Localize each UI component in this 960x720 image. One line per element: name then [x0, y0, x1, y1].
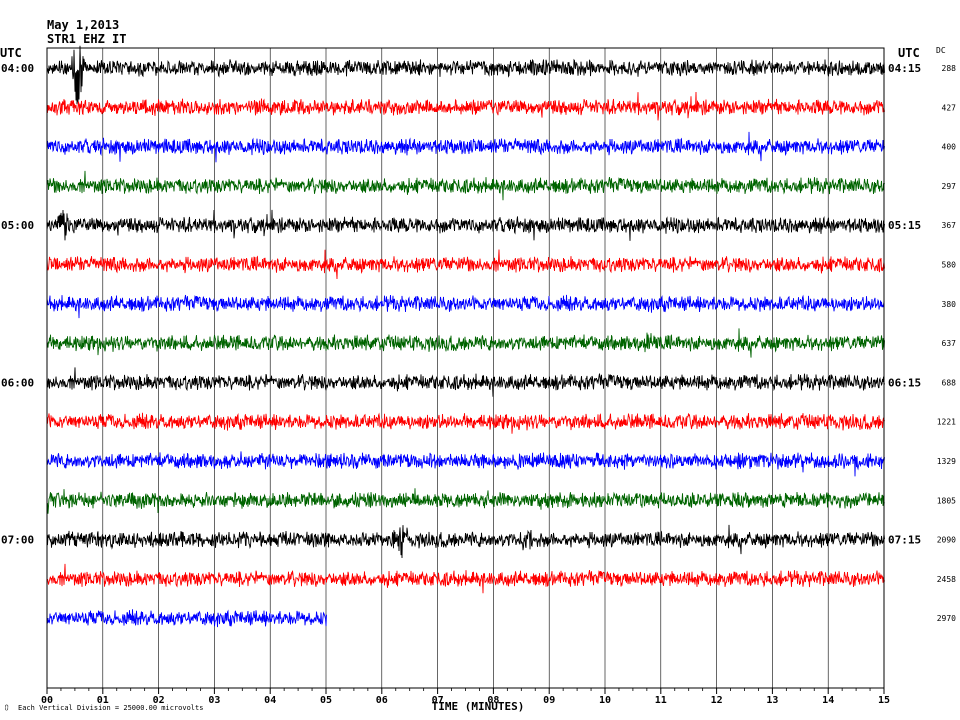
trace-time-right: 06:15 — [888, 376, 921, 389]
trace-time-left: 04:00 — [1, 62, 34, 75]
trace-time-left: 07:00 — [1, 534, 34, 547]
trace-dc-value: 1805 — [937, 496, 956, 505]
seismic-trace — [46, 170, 885, 201]
trace-time-left: 05:00 — [1, 219, 34, 232]
x-tick-label: 14 — [822, 695, 834, 706]
trace-dc-value: 2090 — [937, 536, 956, 545]
seismic-trace — [46, 328, 885, 358]
trace-time-right: 05:15 — [888, 219, 921, 232]
trace-dc-value: 367 — [942, 221, 957, 230]
trace-time-right: 07:15 — [888, 534, 921, 547]
x-axis-label: TIME (MINUTES) — [432, 700, 525, 713]
x-tick-label: 12 — [711, 695, 723, 706]
seismic-trace — [46, 609, 327, 628]
x-axis-ticks: 00 01 02 03 04 05 06 07 08 09 10 11 12 13 14 15 — [41, 688, 890, 706]
x-tick-label: 15 — [878, 695, 890, 706]
right-utc-label: UTC — [898, 46, 920, 60]
seismic-trace — [46, 412, 885, 434]
scale-note: Each Vertical Division = 25000.00 microv… — [18, 704, 203, 712]
x-tick-label: 03 — [208, 695, 220, 706]
trace-dc-value: 1221 — [937, 418, 956, 427]
x-tick-label: 07 — [432, 695, 444, 706]
seismic-trace — [46, 367, 885, 397]
seismic-trace — [46, 91, 885, 121]
left-utc-label: UTC — [0, 46, 22, 60]
x-tick-label: 08 — [487, 695, 499, 706]
dc-header: DC — [936, 46, 946, 55]
x-tick-label: 00 — [41, 695, 53, 706]
x-tick-label: 10 — [599, 695, 611, 706]
trace-labels: 04:00 04:15 288 427 400 297 05:00 05:15 367 580 38… — [1, 62, 956, 623]
x-tick-label: 13 — [766, 695, 778, 706]
seismic-trace — [46, 451, 885, 477]
x-tick-label: 06 — [376, 695, 388, 706]
seismic-trace — [46, 45, 885, 105]
trace-dc-value: 1329 — [937, 457, 956, 466]
seismic-trace — [46, 563, 885, 594]
x-tick-label: 09 — [543, 695, 555, 706]
seismic-trace — [46, 131, 885, 163]
trace-dc-value: 580 — [942, 261, 957, 270]
trace-dc-value: 380 — [942, 300, 957, 309]
trace-dc-value: 2458 — [937, 575, 956, 584]
trace-dc-value: 400 — [942, 143, 957, 152]
trace-dc-value: 688 — [942, 378, 957, 387]
seismic-trace — [46, 209, 885, 241]
scale-mark: ⩇ — [5, 704, 8, 712]
trace-time-right: 04:15 — [888, 62, 921, 75]
trace-dc-value: 637 — [942, 339, 957, 348]
station-label: STR1 EHZ IT — [47, 32, 126, 46]
x-tick-label: 05 — [320, 695, 332, 706]
trace-dc-value: 427 — [942, 103, 957, 112]
seismic-trace — [46, 524, 885, 559]
seismic-trace — [46, 488, 885, 514]
seismic-trace — [46, 294, 885, 319]
trace-time-left: 06:00 — [1, 376, 34, 389]
x-tick-label: 02 — [153, 695, 165, 706]
trace-dc-value: 288 — [942, 64, 957, 73]
seismic-trace — [46, 249, 885, 280]
x-tick-label: 01 — [97, 695, 109, 706]
x-tick-label: 11 — [655, 695, 667, 706]
trace-dc-value: 297 — [942, 182, 957, 191]
chart-title: May 1,2013 — [47, 18, 119, 32]
trace-dc-value: 2970 — [937, 614, 956, 623]
x-tick-label: 04 — [264, 695, 276, 706]
seismic-traces — [46, 45, 885, 628]
